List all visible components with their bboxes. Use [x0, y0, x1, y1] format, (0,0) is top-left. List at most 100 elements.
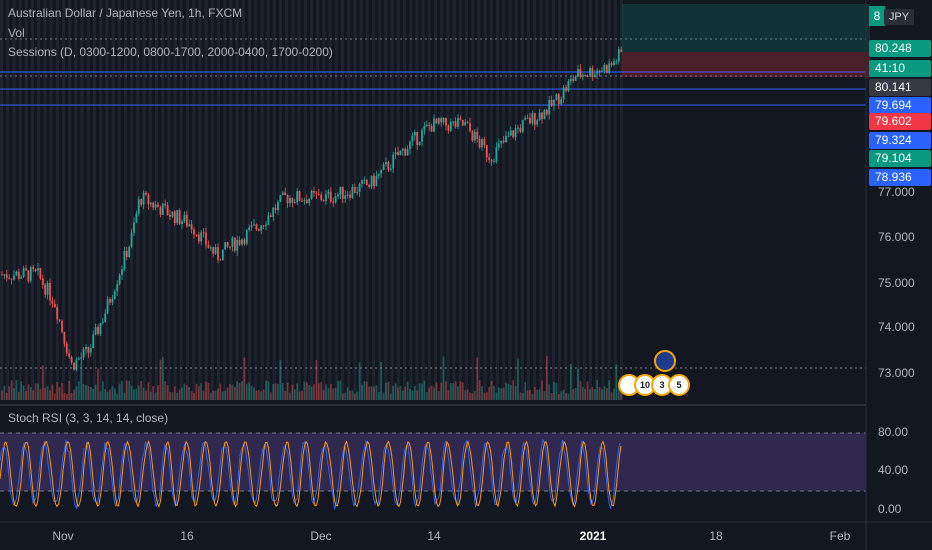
candle — [231, 236, 234, 252]
candle — [32, 264, 35, 272]
volume-bar — [188, 387, 191, 400]
volume-bar — [272, 384, 275, 400]
candle — [3, 273, 6, 280]
candle — [581, 73, 584, 81]
candle — [351, 184, 354, 200]
session-stripe — [161, 0, 165, 400]
stoch-k-line — [0, 438, 622, 511]
candle — [118, 273, 121, 286]
volume-bar — [233, 386, 236, 400]
candle — [447, 124, 450, 134]
candle — [140, 198, 143, 207]
volume-bar — [517, 358, 519, 400]
session-stripe — [310, 0, 313, 400]
session-stripe — [508, 0, 512, 400]
candle — [39, 267, 42, 281]
candle — [37, 263, 39, 276]
volume-bar — [255, 390, 258, 400]
stoch-rsi-indicator-label[interactable]: Stoch RSI (3, 3, 14, 14, close) — [8, 411, 169, 425]
session-stripe — [403, 0, 406, 400]
session-stripe — [570, 0, 574, 400]
volume-bar — [128, 381, 131, 400]
candle — [505, 131, 507, 143]
session-stripe — [533, 0, 537, 400]
candle — [512, 129, 515, 139]
session-stripe — [390, 0, 394, 400]
candle — [327, 189, 330, 199]
candle — [178, 208, 181, 225]
volume-bar — [185, 385, 188, 400]
candle — [368, 183, 371, 189]
volume-bar — [116, 393, 119, 400]
candle — [569, 75, 572, 86]
candle — [176, 209, 179, 225]
sessions-indicator-label[interactable]: Sessions (D, 0300-1200, 0800-1700, 2000-… — [8, 45, 333, 59]
session-stripe — [62, 0, 65, 400]
volume-bar — [512, 380, 515, 400]
volume-bar — [219, 383, 222, 400]
volume-bar — [157, 385, 159, 400]
candle — [389, 164, 392, 172]
volume-bar — [425, 391, 428, 400]
candle — [181, 219, 183, 229]
session-stripe — [266, 0, 270, 400]
candle — [464, 119, 467, 126]
volume-bar — [586, 381, 589, 400]
volume-bar — [123, 392, 126, 400]
session-stripe — [217, 0, 220, 400]
candle — [615, 59, 618, 65]
candle — [121, 265, 123, 280]
candle — [101, 317, 104, 325]
candle — [610, 61, 613, 68]
volume-bar — [22, 385, 25, 400]
flag-event-icon[interactable] — [654, 350, 676, 372]
volume-bar — [531, 393, 534, 400]
candle — [255, 223, 258, 231]
volume-bar — [305, 382, 308, 400]
volume-bar — [382, 392, 385, 400]
candle — [394, 147, 397, 159]
volume-bar — [164, 381, 167, 400]
candle — [416, 131, 419, 151]
session-stripe — [452, 0, 456, 400]
stoch-rsi-lines — [0, 438, 622, 511]
volume-bar — [46, 385, 49, 400]
volume-bar — [301, 390, 303, 400]
volume-bar — [373, 386, 375, 400]
volume-bar — [437, 391, 440, 400]
session-stripe — [148, 0, 152, 400]
volume-bar — [289, 392, 291, 400]
candle — [418, 141, 421, 146]
volume-indicator-label[interactable]: Vol — [8, 26, 25, 40]
economic-event-icon[interactable]: 5 — [668, 374, 690, 396]
volume-bar — [543, 391, 546, 400]
volume-bar — [495, 392, 498, 400]
session-stripe — [130, 0, 134, 400]
volume-bar — [82, 384, 85, 400]
volume-bar — [229, 384, 231, 400]
candle — [409, 140, 411, 155]
price-tick-label: 77.000 — [878, 185, 915, 199]
volume-bar — [291, 384, 294, 400]
candle — [358, 182, 361, 198]
symbol-title[interactable]: Australian Dollar / Japanese Yen, 1h, FX… — [8, 6, 243, 20]
candle — [106, 296, 109, 315]
volume-bar — [461, 382, 464, 400]
candle — [437, 117, 440, 126]
currency-selector[interactable]: JPY — [884, 9, 914, 25]
session-stripe — [353, 0, 357, 400]
candle — [514, 124, 517, 141]
volume-bar — [471, 393, 474, 400]
candle — [593, 70, 596, 78]
volume-bar — [154, 392, 157, 400]
session-stripe — [620, 0, 623, 400]
candle — [238, 236, 241, 247]
candle — [553, 99, 555, 112]
candle — [281, 191, 284, 196]
candle — [509, 126, 512, 136]
volume-bar — [61, 382, 63, 400]
candle — [41, 274, 44, 289]
session-stripe — [229, 0, 233, 400]
